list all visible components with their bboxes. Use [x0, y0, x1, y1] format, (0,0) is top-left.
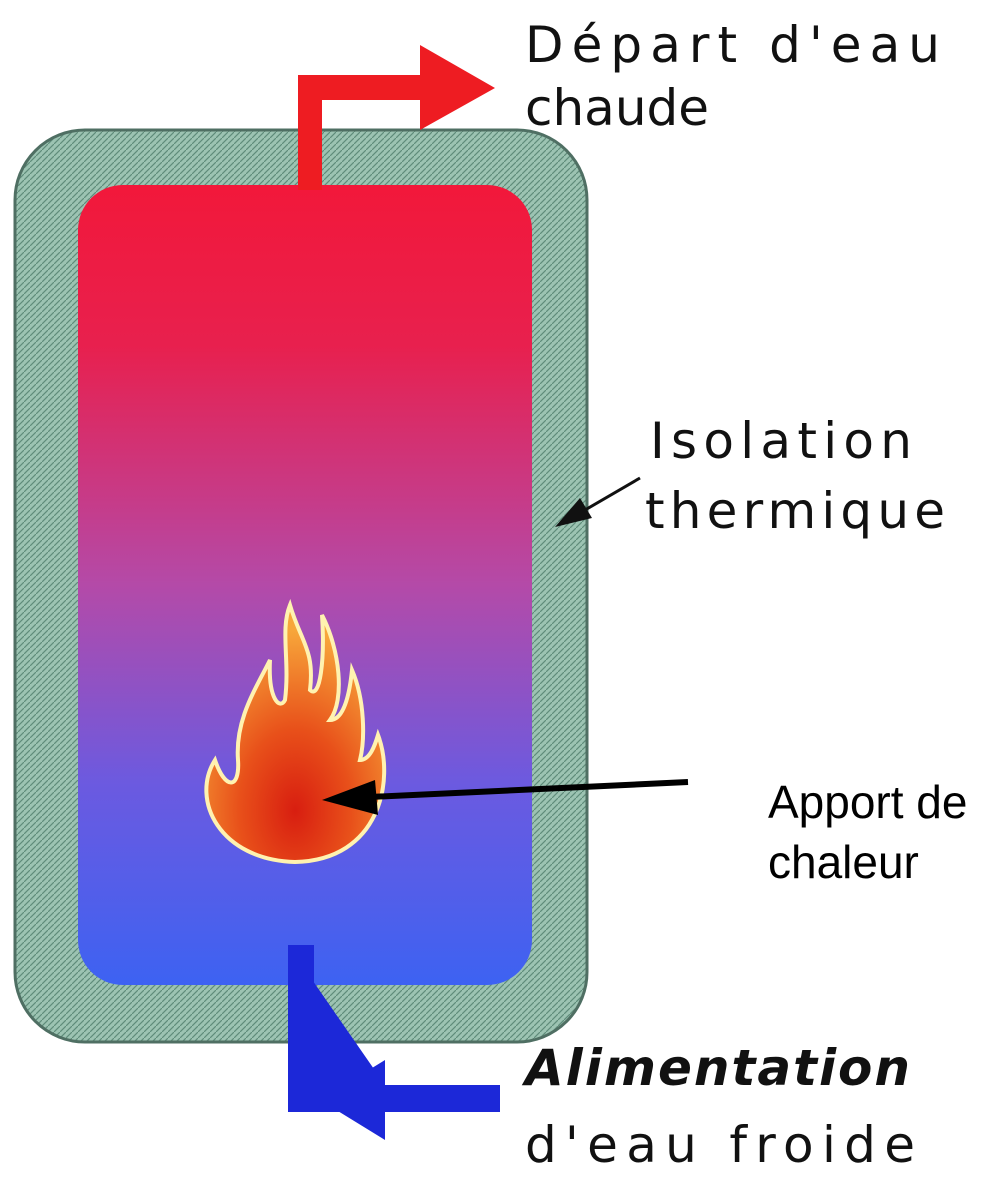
hot-water-label: chaude — [525, 79, 709, 137]
insulation-label: Isolation — [650, 412, 912, 470]
insulation-label: thermique — [645, 482, 945, 540]
heat-arrowhead — [322, 780, 378, 815]
hot-water-label: Départ d'eau — [525, 16, 940, 74]
water-tank — [78, 185, 532, 985]
cold-water-label: Alimentation — [521, 1039, 910, 1097]
cold-water-pipe-segment — [288, 945, 314, 1112]
cold-water-pipe — [288, 945, 500, 1140]
cold-water-label: d'eau froide — [525, 1116, 915, 1174]
heat-label: Apport de — [768, 776, 967, 828]
insulation-pointer-head — [555, 498, 592, 527]
heat-label: chaleur — [768, 836, 919, 888]
heat-arrow — [369, 779, 689, 800]
hot-water-pipe — [298, 45, 495, 190]
insulation-pointer — [584, 476, 641, 512]
